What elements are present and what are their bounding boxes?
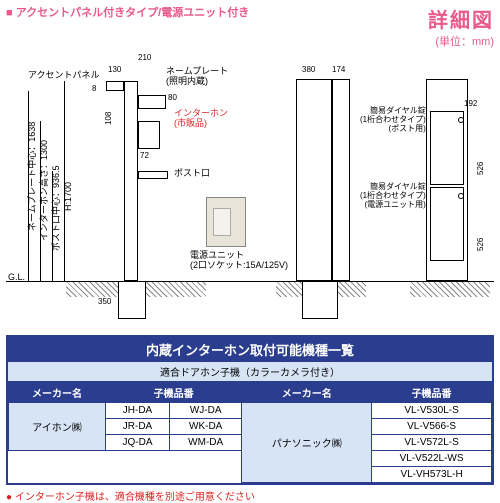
lbl-accent: アクセントパネル [28, 71, 100, 81]
cell: VL-V566-S [372, 419, 492, 435]
lbl-dial1: 簡易ダイヤル錠 (1桁合わせタイプ) (ポスト用) [360, 107, 426, 133]
table: メーカー名 子機品番 メーカー名 子機品番 アイホン㈱ JH-DA WJ-DA … [8, 382, 492, 483]
th-maker-r: メーカー名 [242, 383, 372, 403]
cell: WM-DA [170, 435, 242, 451]
lbl-dial2: 簡易ダイヤル錠 (1桁合わせタイプ) (電源ユニット用) [360, 183, 426, 209]
footnote-text: インターホン子機は、適合機種を別途ご用意ください [15, 492, 255, 503]
lbl-postslot: ポスト口 [174, 169, 210, 179]
vdim3: ポスト口中心：936.5 [52, 165, 62, 251]
lbl-intercom: インターホン (市販品) [174, 109, 228, 129]
cell: JQ-DA [105, 435, 169, 451]
vdim1: ネームプレート中心：1638 [28, 122, 38, 231]
table-row: アイホン㈱ JH-DA WJ-DA パナソニック㈱ VL-V530L-S [9, 403, 492, 419]
d108: 108 [104, 112, 113, 125]
d192: 192 [464, 99, 477, 108]
dim-v1 [28, 91, 29, 281]
ground-right [410, 281, 490, 297]
cell: VL-VH573L-H [372, 467, 492, 483]
bullet-icon: ● [6, 492, 12, 503]
empty [9, 467, 242, 483]
title-block: 詳細図 (単位：mm) [428, 4, 494, 49]
empty [9, 451, 242, 467]
side-ext [332, 79, 350, 281]
header: ■ アクセントパネル付きタイプ/電源ユニット付き 詳細図 (単位：mm) [0, 0, 500, 49]
footnote: ● インターホン子機は、適合機種を別途ご用意ください [0, 485, 500, 503]
cell: VL-V522L-WS [372, 451, 492, 467]
d210: 210 [138, 53, 151, 62]
th-maker: メーカー名 [9, 383, 106, 403]
accent-panel [106, 81, 124, 91]
table-header-row: メーカー名 子機品番 メーカー名 子機品番 [9, 383, 492, 403]
cell: VL-V572L-S [372, 435, 492, 451]
cell: JR-DA [105, 419, 169, 435]
d350: 350 [98, 297, 111, 306]
dial2 [458, 193, 464, 199]
d80: 80 [168, 93, 177, 102]
footing-left [118, 281, 146, 319]
d526b: 526 [476, 238, 485, 251]
vdim-h: H:1700 [64, 182, 74, 211]
d130: 130 [108, 65, 121, 74]
diagram: アクセントパネル ネームプレート (照明内蔵) インターホン (市販品) ポスト… [6, 51, 494, 331]
cell: JH-DA [105, 403, 169, 419]
table-subhead: 適合ドアホン子機（カラーカメラ付き） [8, 362, 492, 382]
intercom-box [138, 121, 160, 149]
maker-panasonic: パナソニック㈱ [242, 403, 372, 483]
subtitle: ■ アクセントパネル付きタイプ/電源ユニット付き [6, 4, 249, 20]
lbl-np: ネームプレート (照明内蔵) [166, 67, 228, 87]
nameplate [138, 95, 166, 109]
compat-table: 内蔵インターホン取付可能機種一覧 適合ドアホン子機（カラーカメラ付き） メーカー… [6, 335, 494, 485]
lbl-psu: 電源ユニット (2口ソケット:15A/125V) [190, 251, 288, 271]
dim-v3 [52, 171, 53, 281]
d526a: 526 [476, 162, 485, 175]
post-left [124, 81, 138, 281]
dial1 [458, 117, 464, 123]
vdim2: インターホン高さ：1300 [40, 140, 50, 241]
th-model-l: 子機品番 [105, 383, 241, 403]
postslot [138, 171, 168, 179]
maker-aiphone: アイホン㈱ [9, 403, 106, 451]
unit: (単位：mm) [428, 33, 494, 49]
dim-v2 [40, 121, 41, 281]
cell: WJ-DA [170, 403, 242, 419]
d8: 8 [92, 84, 96, 93]
table-title: 内蔵インターホン取付可能機種一覧 [8, 337, 492, 362]
footing-center [302, 281, 338, 319]
th-model-r: 子機品番 [372, 383, 492, 403]
psu-inner [213, 208, 231, 236]
cell: VL-V530L-S [372, 403, 492, 419]
side-post [296, 79, 332, 281]
d380: 380 [302, 65, 315, 74]
psu [206, 197, 246, 247]
title: 詳細図 [428, 4, 494, 33]
gl-line [6, 281, 494, 282]
cell: WK-DA [170, 419, 242, 435]
d72: 72 [140, 151, 149, 160]
d174: 174 [332, 65, 345, 74]
dim-v4 [64, 81, 65, 281]
